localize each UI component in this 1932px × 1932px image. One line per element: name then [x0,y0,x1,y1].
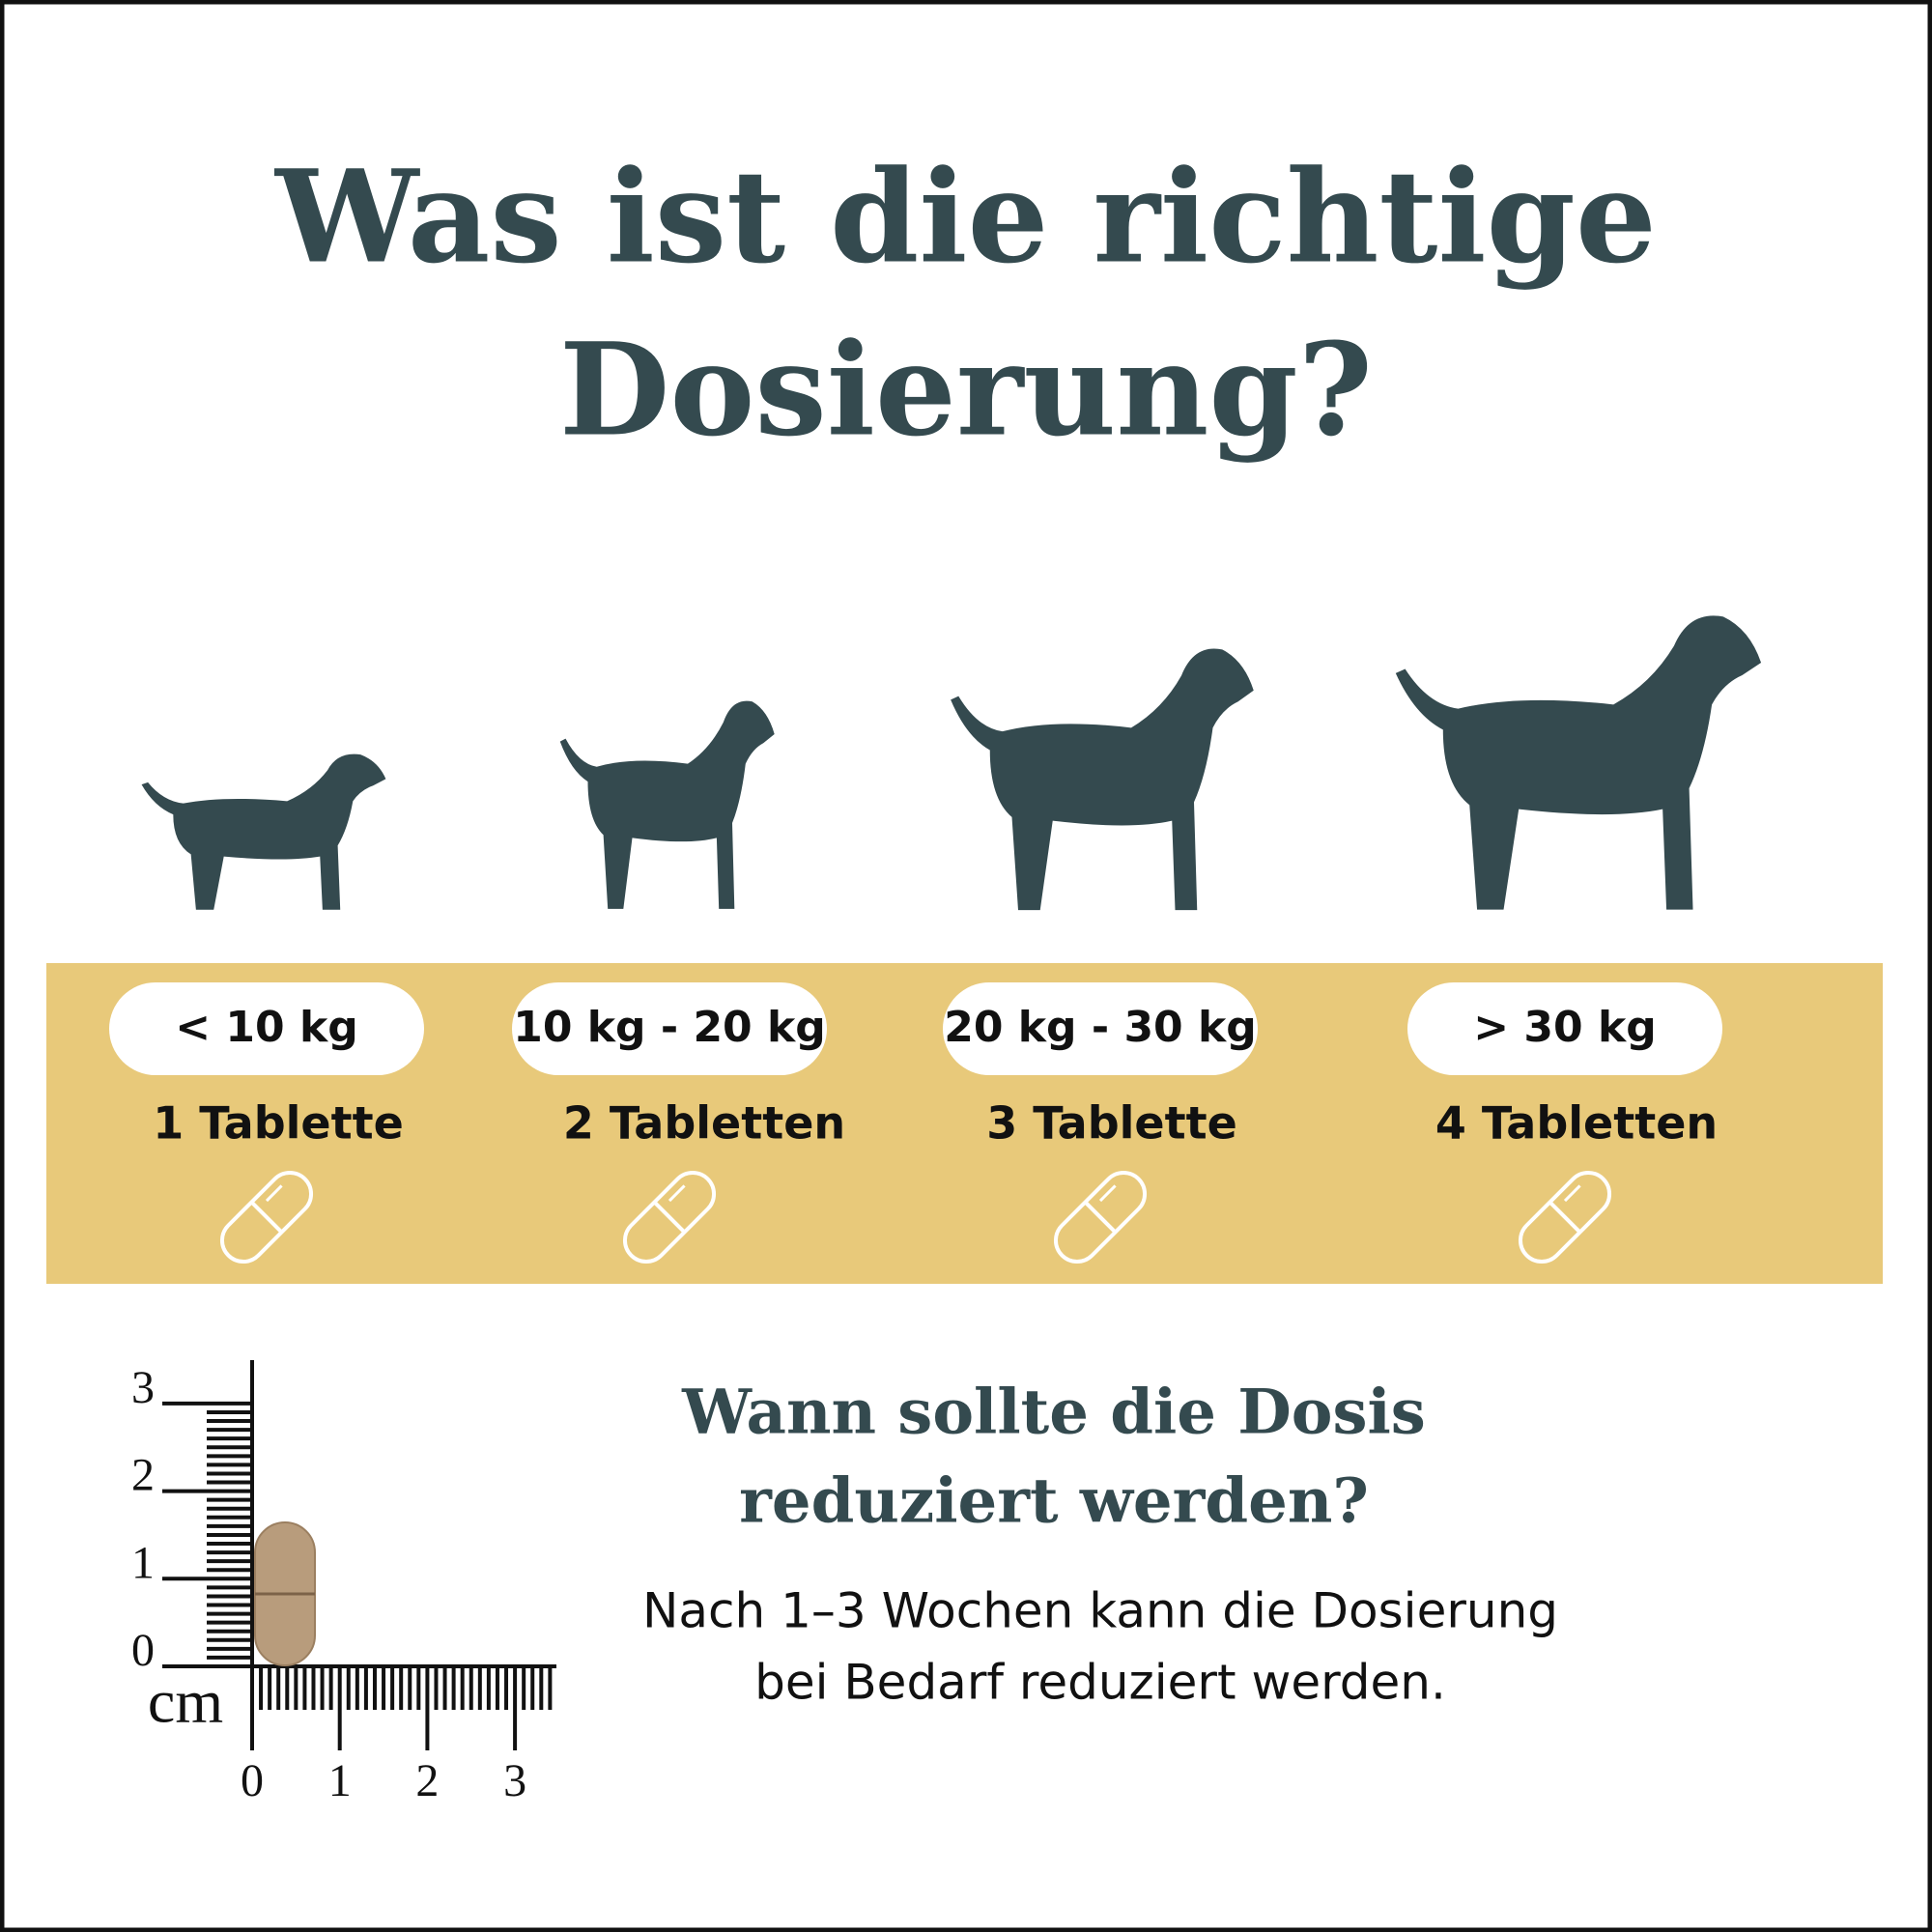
reduction-text: bei Bedarf reduziert werden. [754,1655,1446,1711]
ruler-label: 0 [241,1755,264,1806]
capsule-divider [653,1201,686,1234]
capsule-divider [1548,1201,1581,1234]
capsule-shine [265,1184,283,1203]
capsule-outline [219,1170,314,1264]
weight-label: 20 kg - 30 kg [944,1003,1257,1052]
weight-pill [109,982,424,1075]
ruler-label: 0 [131,1625,155,1676]
ruler-label: 3 [131,1362,155,1413]
capsule-divider [1084,1201,1117,1234]
dose-label: 1 Tablette [153,1097,404,1150]
reduction-heading: Wann sollte die Dosis [681,1377,1426,1449]
capsule-outline [622,1170,717,1264]
weight-pill [512,982,827,1075]
reduction-heading: reduziert werden? [739,1465,1369,1538]
weight-label: > 30 kg [1473,1003,1657,1052]
title-line: Dosierung? [559,316,1373,466]
title-line: Was ist die richtige [273,143,1657,293]
weight-label: 10 kg - 20 kg [513,1003,826,1052]
capsule-outline [1518,1170,1612,1264]
capsule-icon [622,1170,717,1264]
capsule-shine [668,1184,686,1203]
capsule-shine [1098,1184,1117,1203]
weight-pill [943,982,1258,1075]
ruler-label: 2 [415,1755,439,1806]
dosage-groups: < 10 kg 1 Tablette 10 kg - 20 kg 2 Tablette… [109,982,1722,1264]
reduction-text: Nach 1–3 Wochen kann die Dosierung [642,1583,1558,1639]
dose-label: 2 Tabletten [563,1097,845,1150]
ruler-label: 1 [328,1755,352,1806]
capsule-outline [1053,1170,1148,1264]
capsule-shine [1563,1184,1581,1203]
ruler-label: 3 [503,1755,526,1806]
dose-label: 3 Tablette [986,1097,1237,1150]
capsule-icon [219,1170,314,1264]
dose-label: 4 Tabletten [1435,1097,1718,1150]
capsule-icon [1518,1170,1612,1264]
capsule-divider [250,1201,283,1234]
capsule-icon [1053,1170,1148,1264]
ruler-label: 1 [131,1537,155,1588]
weight-label: < 10 kg [175,1003,358,1052]
ruler-label: 2 [131,1450,155,1501]
ruler: 0 1 2 3 0 1 2 3 cm [131,1360,556,1806]
ruler-unit: cm [148,1667,223,1736]
weight-pill [1407,982,1722,1075]
